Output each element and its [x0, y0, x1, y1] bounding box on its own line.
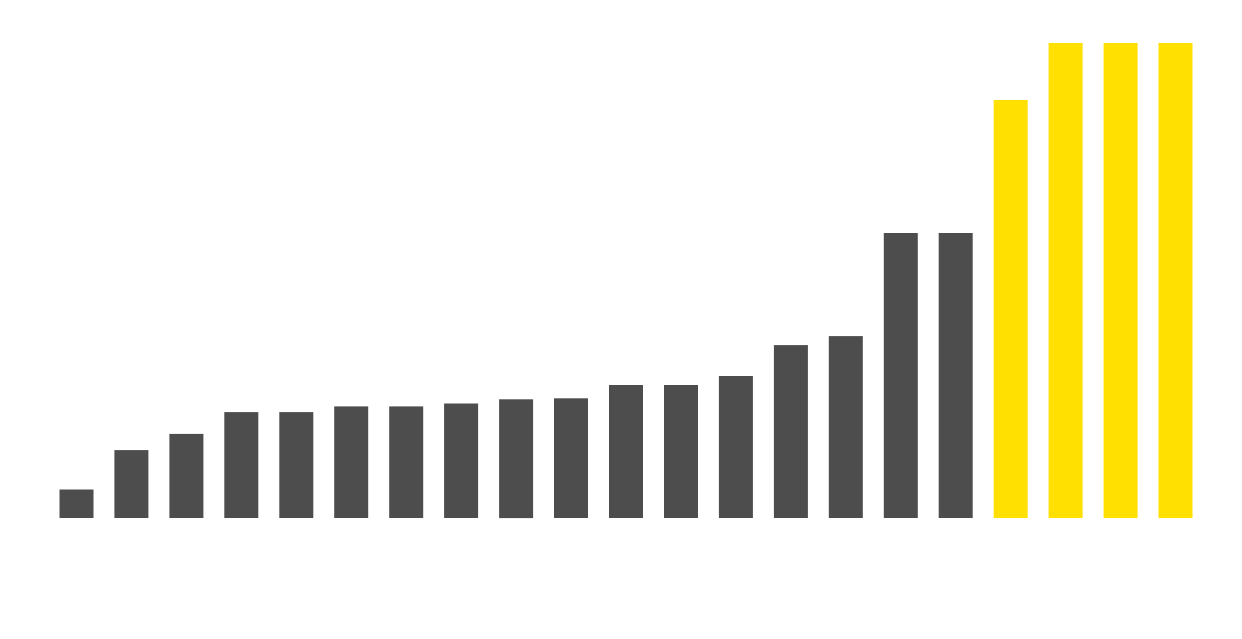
- bar-5: [279, 412, 314, 518]
- bar-16: [883, 233, 918, 518]
- bar-7: [389, 406, 424, 518]
- bar-8: [444, 403, 479, 518]
- bar-6: [334, 406, 369, 518]
- bar-3: [169, 433, 204, 518]
- bar-1: [59, 489, 94, 518]
- bar-14: [773, 345, 808, 518]
- bar-19: [1048, 43, 1083, 518]
- bar-17: [938, 233, 973, 518]
- bar-12: [664, 385, 698, 518]
- bar-10: [554, 398, 588, 518]
- bar-15: [828, 336, 863, 518]
- bar-18: [993, 100, 1028, 518]
- bar-13: [718, 376, 753, 518]
- bar-21: [1158, 43, 1193, 518]
- bar-11: [609, 385, 643, 518]
- bar-9: [499, 399, 534, 519]
- bar-20: [1103, 43, 1138, 518]
- bar-4: [224, 412, 259, 518]
- bars-group: [59, 43, 1193, 519]
- bar-2: [114, 450, 149, 518]
